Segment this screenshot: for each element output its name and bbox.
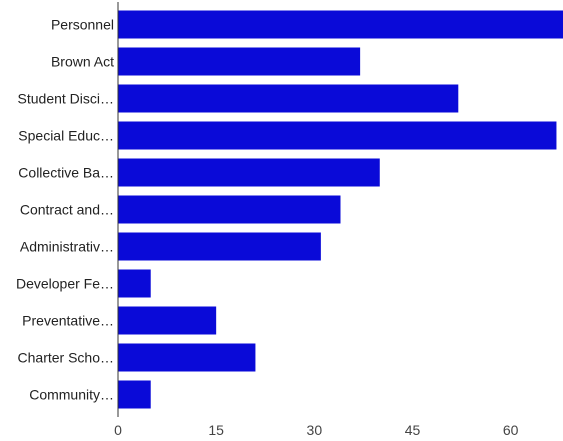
x-tick-label: 0 (114, 422, 122, 438)
bar (118, 84, 459, 113)
bar (118, 121, 557, 150)
bar (118, 343, 256, 372)
bar (118, 47, 361, 76)
category-label: Developer Fe… (16, 276, 114, 292)
category-label: Contract and… (20, 202, 114, 218)
category-label: Collective Ba… (18, 165, 114, 181)
bar (118, 232, 321, 261)
bar (118, 306, 217, 335)
x-tick-labels: 0 15 30 45 60 (114, 422, 519, 438)
bar (118, 195, 341, 224)
category-label: Special Educ… (18, 128, 114, 144)
bar (118, 380, 151, 409)
category-labels: Personnel Brown Act Student Disci… Special … (16, 17, 114, 403)
bar (118, 10, 563, 39)
x-tick-label: 15 (208, 422, 224, 438)
category-label: Administrativ… (20, 239, 114, 255)
category-label: Personnel (51, 17, 114, 33)
bars-group (118, 10, 563, 409)
bar (118, 158, 380, 187)
x-tick-label: 60 (503, 422, 519, 438)
category-label: Community… (29, 387, 114, 403)
category-label: Student Disci… (18, 91, 114, 107)
bar (118, 269, 151, 298)
category-label: Charter Scho… (18, 350, 114, 366)
x-tick-label: 30 (307, 422, 323, 438)
category-label: Preventative… (22, 313, 114, 329)
category-label: Brown Act (51, 54, 114, 70)
x-tick-label: 45 (405, 422, 421, 438)
